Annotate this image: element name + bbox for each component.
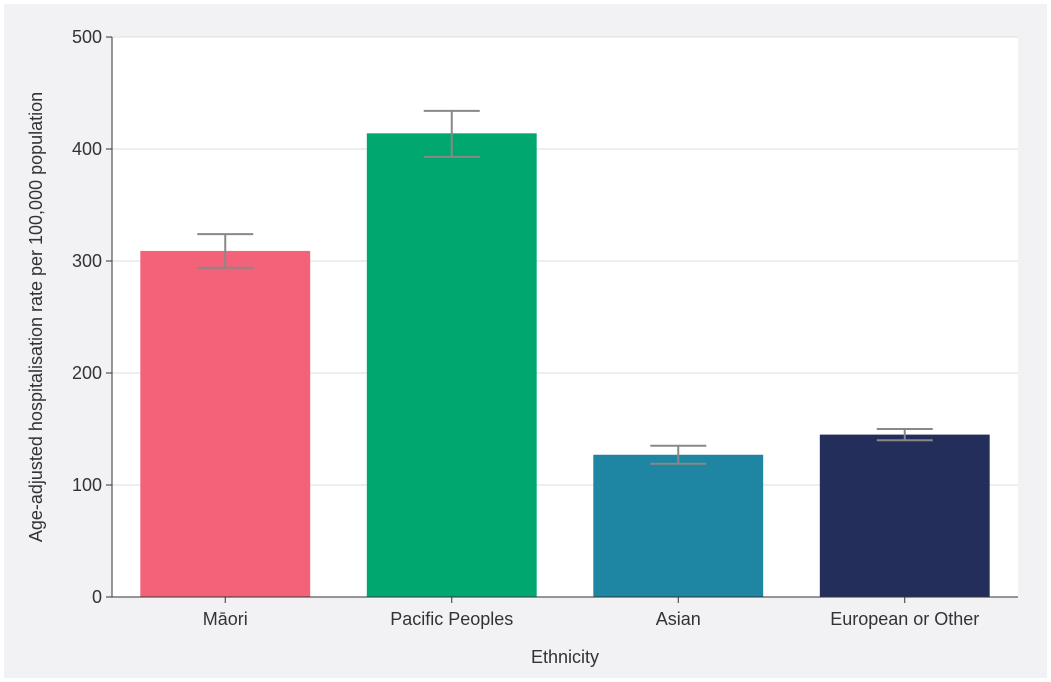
bar [593,454,764,597]
y-tick-label: 200 [72,363,102,383]
y-tick-label: 400 [72,139,102,159]
bar [140,250,311,598]
y-axis-title: Age-adjusted hospitalisation rate per 10… [26,92,46,542]
y-tick-label: 500 [72,27,102,47]
y-axis-ticks: 0 100 200 300 400 500 [72,27,112,607]
bar [819,434,990,597]
x-axis-ticks: Māori Pacific Peoples Asian European or Oth… [203,597,979,629]
bars [140,133,990,598]
x-tick-label: European or Other [830,609,979,629]
y-tick-label: 100 [72,475,102,495]
bar [366,133,537,597]
x-tick-label: Asian [656,609,701,629]
y-tick-label: 0 [92,587,102,607]
y-tick-label: 300 [72,251,102,271]
x-tick-label: Māori [203,609,248,629]
error-bars [197,109,933,465]
axes [111,37,1018,598]
x-tick-label: Pacific Peoples [390,609,513,629]
x-axis-title: Ethnicity [531,647,599,667]
